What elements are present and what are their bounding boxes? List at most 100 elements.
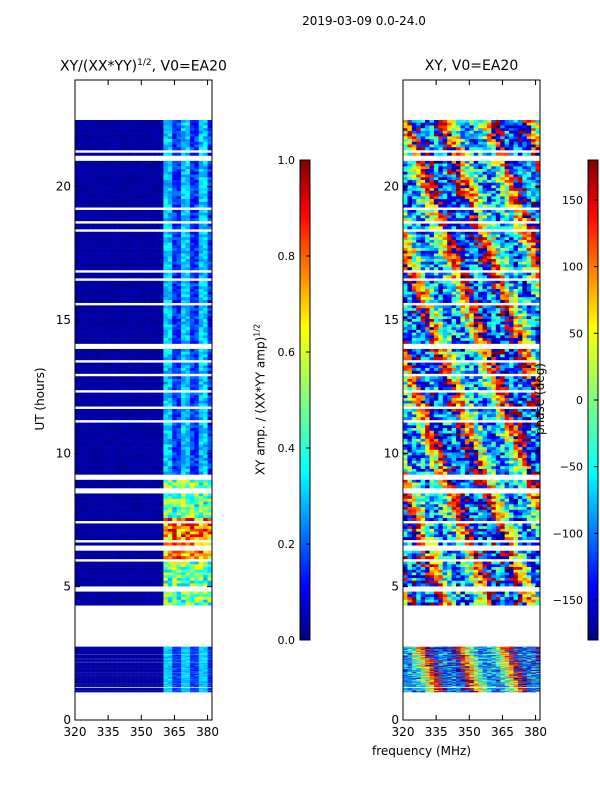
amplitude-cell	[97, 128, 102, 132]
amplitude-cell	[132, 682, 138, 684]
amplitude-cell	[198, 658, 204, 660]
amplitude-cell	[185, 689, 191, 691]
amplitude-cell	[83, 661, 89, 662]
amplitude-cell	[181, 125, 186, 129]
amplitude-cell	[136, 128, 142, 132]
amplitude-cell	[141, 647, 147, 649]
amplitude-cell	[145, 120, 151, 124]
amplitude-cell	[79, 672, 85, 673]
amplitude-cell	[128, 654, 133, 655]
amplitude-cell	[198, 677, 204, 678]
amplitude-cell	[189, 654, 195, 655]
amplitude-cell	[176, 672, 182, 674]
amplitude-cell	[150, 651, 155, 652]
amplitude-cell	[154, 122, 160, 126]
amplitude-cell	[181, 662, 186, 663]
amplitude-cell	[189, 685, 195, 687]
amplitude-cell	[101, 686, 107, 688]
amplitude-cell	[203, 691, 208, 693]
amplitude-cell	[101, 662, 107, 663]
amplitude-cell	[185, 651, 191, 652]
amplitude-cell	[150, 647, 155, 649]
amplitude-cell	[189, 128, 195, 132]
amplitude-cell	[105, 661, 111, 662]
amplitude-cell	[176, 672, 182, 673]
amplitude-cell	[172, 679, 178, 681]
amplitude-cell	[154, 661, 160, 662]
amplitude-cell	[97, 672, 102, 673]
amplitude-cell	[150, 654, 155, 655]
amplitude-cell	[123, 691, 129, 693]
amplitude-cell	[207, 654, 213, 655]
amplitude-cell	[83, 672, 89, 674]
amplitude-cell	[198, 120, 204, 124]
amplitude-cell	[105, 661, 111, 663]
amplitude-cell	[163, 686, 169, 688]
amplitude-cell	[194, 654, 200, 655]
amplitude-cell	[141, 685, 147, 686]
amplitude-cell	[172, 651, 178, 652]
amplitude-cell	[92, 665, 98, 666]
amplitude-cell	[110, 691, 116, 693]
amplitude-cell	[75, 685, 80, 686]
amplitude-cell	[79, 661, 85, 662]
amplitude-cell	[123, 661, 129, 662]
amplitude-cell	[181, 682, 186, 684]
amplitude-cell	[128, 685, 133, 687]
amplitude-cell	[128, 686, 133, 688]
amplitude-cell	[181, 677, 186, 678]
amplitude-cell	[132, 668, 138, 669]
amplitude-cell	[97, 689, 102, 691]
amplitude-cell	[83, 689, 89, 691]
amplitude-cell	[123, 130, 129, 134]
amplitude-cell	[158, 658, 164, 659]
amplitude-cell	[97, 130, 102, 134]
amplitude-cell	[176, 125, 182, 129]
amplitude-cell	[185, 677, 191, 678]
amplitude-cell	[154, 125, 160, 129]
amplitude-cell	[167, 661, 173, 663]
amplitude-cell	[123, 682, 129, 684]
amplitude-cell	[128, 647, 133, 649]
amplitude-cell	[172, 658, 178, 659]
amplitude-cell	[79, 125, 85, 129]
amplitude-cell	[189, 658, 195, 660]
amplitude-cell	[198, 654, 204, 655]
amplitude-cell	[105, 668, 111, 669]
amplitude-cell	[145, 685, 151, 686]
amplitude-cell	[114, 128, 120, 132]
amplitude-cell	[198, 647, 204, 649]
amplitude-cell	[145, 658, 151, 659]
amplitude-cell	[79, 662, 85, 663]
amplitude-cell	[141, 662, 147, 663]
amplitude-cell	[158, 691, 164, 693]
amplitude-cell	[198, 658, 204, 659]
amplitude-cell	[136, 658, 142, 660]
amplitude-cell	[150, 672, 155, 674]
amplitude-cell	[123, 685, 129, 687]
amplitude-cell	[132, 125, 138, 129]
amplitude-cell	[136, 130, 142, 134]
amplitude-cell	[194, 658, 200, 659]
amplitude-cell	[97, 677, 102, 678]
amplitude-cell	[145, 689, 151, 691]
amplitude-cell	[136, 672, 142, 674]
amplitude-cell	[163, 654, 169, 655]
amplitude-cell	[105, 658, 111, 660]
amplitude-cell	[97, 691, 102, 693]
amplitude-cell	[185, 120, 191, 124]
amplitude-cell	[88, 691, 94, 693]
amplitude-cell	[79, 668, 85, 669]
amplitude-cell	[75, 128, 80, 132]
amplitude-cell	[172, 685, 178, 687]
amplitude-cell	[123, 120, 129, 124]
amplitude-cell	[203, 686, 208, 688]
amplitude-cell	[128, 661, 133, 663]
amplitude-cell	[154, 651, 160, 652]
amplitude-cell	[110, 122, 116, 126]
amplitude-cell	[97, 662, 102, 663]
amplitude-cell	[123, 677, 129, 678]
amplitude-cell	[194, 130, 200, 134]
amplitude-cell	[132, 677, 138, 678]
amplitude-cell	[185, 647, 191, 649]
